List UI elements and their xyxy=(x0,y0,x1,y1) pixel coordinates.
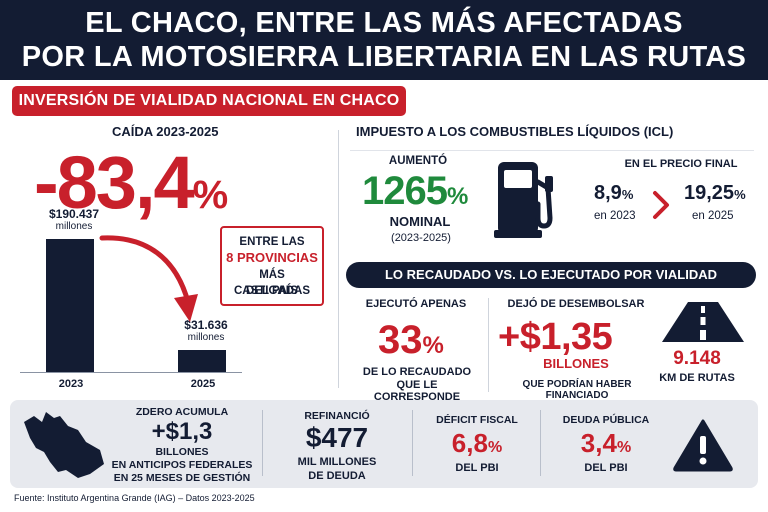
ejecuto-label: EJECUTÓ APENAS xyxy=(365,298,467,310)
deficit-number: 6,8 xyxy=(451,428,488,458)
recaudado-banner: LO RECAUDADO VS. LO EJECUTADO POR VIALID… xyxy=(346,262,756,288)
icl-aumento-number: 1265 xyxy=(362,169,448,213)
bar-2023 xyxy=(46,239,94,372)
deficit-value: 6,8% xyxy=(422,428,532,459)
header: EL CHACO, ENTRE LAS MÁS AFECTADAS POR LA… xyxy=(0,0,768,80)
chevron-right-icon xyxy=(653,191,669,219)
deficit-label: DÉFICIT FISCAL xyxy=(436,414,518,426)
drop-label: CAÍDA 2023-2025 xyxy=(112,124,219,139)
icl-divider xyxy=(350,150,754,151)
dejo-label: DEJÓ DE DESEMBOLSAR xyxy=(507,298,645,310)
deuda-caption: DEL PBI xyxy=(584,462,628,474)
provinces-box: ENTRE LAS 8 PROVINCIAS MÁS CASTIGADAS DE… xyxy=(220,226,324,306)
zdero-label: ZDERO ACUMULA xyxy=(135,406,229,418)
refin-label: REFINANCIÓ xyxy=(304,410,370,422)
rate-2023-label: en 2023 xyxy=(594,210,636,222)
road-icon xyxy=(662,302,744,342)
icl-aumento-value: 1265% xyxy=(362,168,468,220)
deuda-label: DEUDA PÚBLICA xyxy=(562,414,650,426)
warning-icon xyxy=(673,419,733,472)
bar-unit-2025: millones xyxy=(187,331,225,343)
deuda-number: 3,4 xyxy=(580,428,617,458)
provinces-line-3: MÁS CASTIGADAS xyxy=(233,269,311,297)
zdero-caption-1: EN ANTICIPOS FEDERALES xyxy=(111,459,253,471)
km-value: 9.148 xyxy=(673,348,721,369)
refin-caption-1: MIL MILLONES xyxy=(297,456,377,468)
recaudado-divider xyxy=(488,298,489,392)
km-label: KM DE RUTAS xyxy=(659,372,735,384)
bar-2025 xyxy=(178,349,226,372)
section-banner-text: INVERSIÓN DE VIALIDAD NACIONAL EN CHACO xyxy=(18,92,400,109)
deficit-caption: DEL PBI xyxy=(455,462,499,474)
bar-value-label-2023: $190.437 millones xyxy=(36,207,112,232)
ejecuto-number: 33 xyxy=(378,318,423,362)
bar-value-2025: $31.636 xyxy=(184,317,228,332)
ejecuto-unit: % xyxy=(422,332,444,359)
strip-divider-1 xyxy=(262,410,263,476)
page-title-line-1: EL CHACO, ENTRE LAS MÁS AFECTADAS xyxy=(85,7,683,39)
bar-value-label-2025: $31.636 millones xyxy=(168,318,244,343)
dejo-unit: BILLONES xyxy=(543,356,609,371)
drop-percentage: -83,4% xyxy=(34,144,228,234)
deuda-value: 3,4% xyxy=(550,428,662,459)
deficit-unit: % xyxy=(487,439,503,456)
dejo-caption: QUE PODRÍAN HABER FINANCIADO xyxy=(522,379,632,401)
refin-caption-2: DE DEUDA xyxy=(308,470,366,482)
rate-2023: 8,9% xyxy=(594,182,633,205)
bar-unit-2023: millones xyxy=(55,221,93,232)
source-note: Fuente: Instituto Argentina Grande (IAG)… xyxy=(14,493,255,503)
chaco-map-icon xyxy=(24,412,104,478)
strip-divider-2 xyxy=(412,410,413,476)
section-banner: INVERSIÓN DE VIALIDAD NACIONAL EN CHACO xyxy=(12,86,406,116)
rate-2025-unit: % xyxy=(734,187,746,202)
drop-value: -83,4 xyxy=(34,141,195,224)
vertical-divider xyxy=(338,130,339,388)
rate-2023-unit: % xyxy=(621,187,634,202)
x-tick-2023: 2023 xyxy=(58,378,84,390)
provinces-line-2: 8 PROVINCIAS xyxy=(226,250,318,265)
icl-aumento-label: AUMENTÓ xyxy=(388,155,448,167)
page-title: EL CHACO, ENTRE LAS MÁS AFECTADAS POR LA… xyxy=(0,6,768,74)
drop-arrow-icon xyxy=(99,235,198,322)
chart-axis xyxy=(20,372,242,373)
precio-final-label: EN EL PRECIO FINAL xyxy=(624,158,738,170)
zdero-unit: BILLONES xyxy=(155,446,209,458)
zdero-caption-2: EN 25 MESES DE GESTIÓN xyxy=(113,472,251,484)
icl-nominal-label: NOMINAL xyxy=(389,214,451,229)
drop-unit: % xyxy=(192,173,229,217)
rate-2025-label: en 2025 xyxy=(692,210,734,222)
refin-value: $477 xyxy=(305,422,369,453)
icl-years-label: (2023-2025) xyxy=(391,232,451,244)
zdero-value: +$1,3 xyxy=(151,418,213,445)
rate-2023-value: 8,9 xyxy=(594,182,622,204)
rate-2025-value: 19,25 xyxy=(684,182,735,204)
provinces-line-4: DEL PAÍS xyxy=(246,285,298,297)
rate-2025: 19,25% xyxy=(684,182,746,205)
fuel-pump-icon xyxy=(494,162,553,238)
bar-value-2023: $190.437 xyxy=(48,207,100,221)
deuda-unit: % xyxy=(616,439,632,456)
ejecuto-value: 33% xyxy=(378,318,444,368)
icl-title: IMPUESTO A LOS COMBUSTIBLES LÍQUIDOS (IC… xyxy=(356,124,674,139)
x-tick-2025: 2025 xyxy=(190,378,216,390)
page-title-line-2: POR LA MOTOSIERRA LIBERTARIA EN LAS RUTA… xyxy=(21,41,747,73)
provinces-line-1: ENTRE LAS xyxy=(239,236,305,248)
strip-divider-3 xyxy=(540,410,541,476)
recaudado-banner-text: LO RECAUDADO VS. LO EJECUTADO POR VIALID… xyxy=(384,267,717,282)
ejecuto-caption-1: DE LO RECAUDADO xyxy=(362,366,472,378)
dejo-value: +$1,35 xyxy=(498,316,613,358)
icl-aumento-unit: % xyxy=(446,183,468,210)
bottom-strip xyxy=(10,400,758,488)
